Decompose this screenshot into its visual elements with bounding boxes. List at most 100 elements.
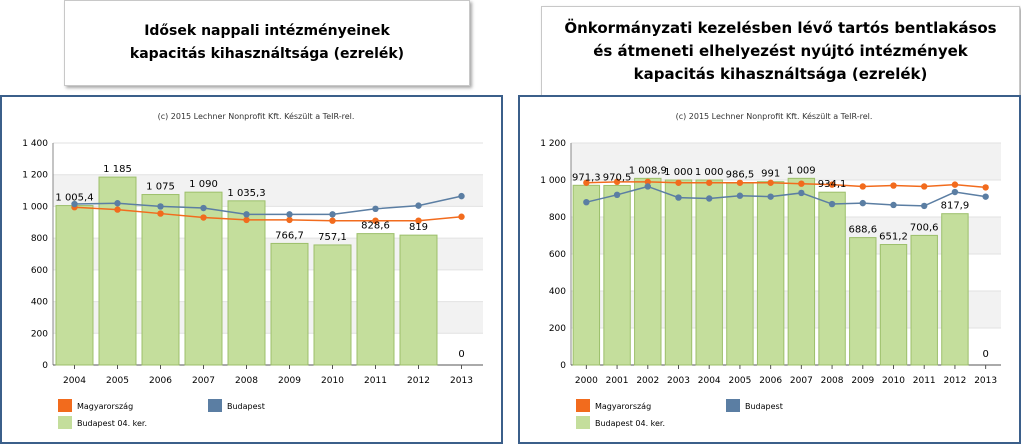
x-tick-label: 2009: [278, 376, 301, 386]
series-point: [114, 206, 121, 213]
title-line: kapacitás kihasználtsága (ezrelék): [129, 46, 405, 62]
series-point: [859, 199, 866, 207]
y-tick-label: 600: [31, 266, 48, 276]
data-label: 991: [761, 169, 780, 180]
series-point: [706, 195, 713, 202]
series-point: [372, 205, 379, 213]
data-label: 0: [982, 349, 988, 360]
y-tick-label: 800: [31, 234, 48, 244]
data-label: 970,5: [603, 172, 632, 183]
series-point: [706, 179, 713, 186]
series-point: [458, 192, 465, 200]
x-tick-label: 2002: [636, 376, 659, 386]
series-point: [114, 200, 121, 207]
series-point: [644, 178, 651, 186]
x-tick-label: 2013: [974, 376, 997, 386]
series-point: [798, 180, 805, 187]
series-line: [586, 185, 986, 207]
data-label: 688,6: [848, 225, 877, 236]
series-point: [372, 217, 379, 224]
data-label: 1 090: [189, 179, 218, 190]
title-line: Önkormányzati kezelésben lévő tartós ben…: [564, 18, 997, 37]
title-line: kapacitás kihasználtsága (ezrelék): [633, 64, 928, 83]
series-point: [767, 193, 774, 200]
series-point: [71, 200, 78, 208]
y-tick-label: 400: [549, 287, 566, 297]
x-tick-label: 2005: [106, 376, 129, 386]
x-tick-label: 2013: [450, 376, 473, 386]
x-tick-label: 2008: [821, 376, 844, 386]
chart-panel-left: (c) 2015 Lechner Nonprofit Kft. Készült …: [0, 95, 503, 444]
series-point: [157, 203, 164, 210]
y-tick-label: 0: [42, 361, 48, 371]
bar: [664, 179, 693, 366]
bar: [695, 179, 723, 366]
y-tick-label: 800: [549, 213, 566, 223]
data-label: 986,5: [726, 169, 755, 180]
x-tick-label: 2004: [63, 376, 86, 386]
x-tick-label: 2010: [321, 376, 344, 386]
x-tick-label: 2000: [575, 376, 598, 386]
x-tick-label: 2006: [759, 376, 782, 386]
series-point: [200, 204, 207, 212]
series-point: [890, 182, 897, 189]
bar: [879, 244, 908, 366]
data-label: 766,7: [275, 230, 304, 241]
legend-swatch: [576, 399, 590, 412]
y-tick-label: 400: [31, 298, 48, 308]
data-label: 817,9: [941, 201, 970, 212]
series-point: [583, 199, 590, 206]
legend-label: Budapest 04. ker.: [77, 419, 147, 428]
x-tick-label: 2001: [606, 376, 629, 386]
x-tick-label: 2011: [364, 376, 387, 386]
series-point: [329, 211, 336, 218]
y-tick-label: 1 000: [22, 202, 48, 212]
x-tick-label: 2009: [851, 376, 874, 386]
y-tick-label: 1 200: [540, 139, 566, 149]
x-tick-label: 2003: [667, 376, 690, 386]
series-point: [675, 179, 682, 186]
chart-left: (c) 2015 Lechner Nonprofit Kft. Készült …: [22, 111, 483, 429]
chart-title-left: Idősek nappali intézményeinek kapacitás …: [64, 0, 470, 86]
y-tick-label: 200: [31, 329, 48, 339]
legend-label: Budapest 04. ker.: [595, 419, 665, 428]
series-point: [859, 183, 866, 190]
bar: [356, 233, 395, 366]
series-point: [921, 183, 928, 190]
data-label: 651,2: [879, 232, 908, 243]
series-point: [982, 184, 989, 191]
series-point: [286, 211, 293, 218]
bar: [787, 177, 816, 366]
bar: [572, 184, 601, 366]
bar: [184, 191, 223, 366]
series-point: [200, 214, 207, 221]
series-point: [736, 192, 744, 199]
chart-credit: (c) 2015 Lechner Nonprofit Kft. Készült …: [676, 111, 873, 121]
bar: [726, 181, 754, 366]
bar: [313, 244, 352, 366]
bar: [910, 234, 938, 366]
series-point: [583, 179, 590, 186]
data-label: 828,6: [361, 221, 390, 232]
series-point: [286, 216, 293, 224]
series-point: [951, 181, 959, 188]
legend-swatch: [58, 416, 72, 429]
series-point: [982, 193, 989, 200]
series-line: [586, 181, 986, 189]
y-tick-label: 0: [560, 361, 566, 371]
series-point: [644, 183, 651, 190]
data-label: 934,1: [818, 179, 847, 190]
data-label: 1 035,3: [227, 188, 265, 199]
chart-credit: (c) 2015 Lechner Nonprofit Kft. Készült …: [158, 111, 355, 121]
bar: [399, 234, 438, 366]
series-point: [951, 188, 959, 196]
series-line: [74, 195, 462, 216]
x-tick-label: 2012: [943, 376, 966, 386]
legend-swatch: [726, 399, 740, 412]
series-point: [798, 189, 805, 197]
x-tick-label: 2012: [407, 376, 430, 386]
y-tick-label: 1 400: [22, 139, 48, 149]
data-label: 1 000: [695, 167, 724, 178]
x-tick-label: 2007: [192, 376, 215, 386]
y-tick-label: 600: [549, 250, 566, 260]
